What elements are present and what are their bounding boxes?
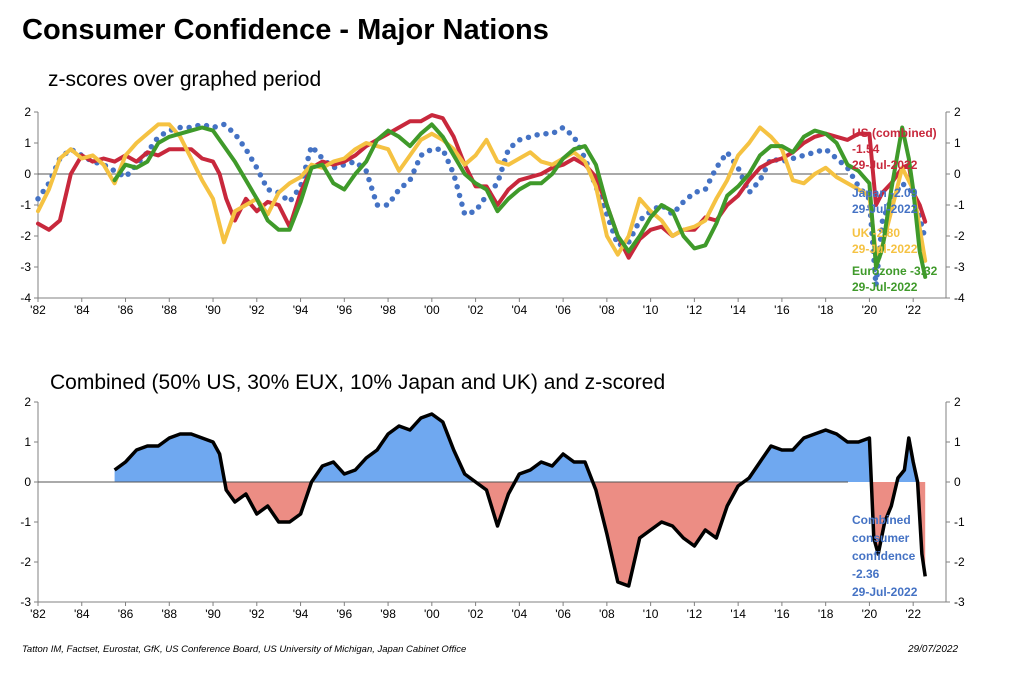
- bottom-x-tick-label: '82: [30, 607, 46, 621]
- top-y-tick-label: 2: [24, 105, 31, 119]
- top-x-tick-label: '10: [643, 303, 659, 317]
- footer-date: 29/07/2022: [908, 644, 959, 655]
- bottom-x-tick-label: '86: [118, 607, 134, 621]
- bottom-x-tick-label: '00: [424, 607, 440, 621]
- combined-label-line: confidence: [852, 549, 916, 563]
- top-x-tick-label: '18: [818, 303, 834, 317]
- top-x-tick-label: '20: [862, 303, 878, 317]
- bottom-x-tick-label: '98: [380, 607, 396, 621]
- top-x-tick-label: '86: [118, 303, 134, 317]
- bottom-x-tick-label: '94: [293, 607, 309, 621]
- bottom-y-tick-label: 0: [24, 475, 31, 489]
- top-x-tick-label: '90: [205, 303, 221, 317]
- top-x-tick-label: '94: [293, 303, 309, 317]
- eurozone-series-line: [112, 122, 928, 279]
- us-label: US (combined): [852, 126, 937, 140]
- us-date-label: 29-Jul-2022: [852, 158, 918, 172]
- top-y-tick-label: -1: [20, 198, 31, 212]
- bottom-x-tick-label: '16: [774, 607, 790, 621]
- bottom-x-tick-label: '90: [205, 607, 221, 621]
- bottom-x-tick-label: '04: [512, 607, 528, 621]
- combined-label-line: consumer: [852, 531, 910, 545]
- top-y-tick-label-right: 1: [954, 136, 961, 150]
- top-y-tick-label: 1: [24, 136, 31, 150]
- bottom-x-tick-label: '02: [468, 607, 484, 621]
- uk-date-label: 29-Jul-2022: [852, 242, 918, 256]
- combined-series-line: [113, 412, 927, 588]
- top-x-tick-label: '14: [730, 303, 746, 317]
- bottom-y-tick-label: -3: [20, 595, 31, 609]
- top-x-tick-label: '22: [905, 303, 921, 317]
- us-series-line: [36, 113, 928, 260]
- bottom-x-tick-label: '96: [336, 607, 352, 621]
- eurozone-date-label: 29-Jul-2022: [852, 280, 918, 294]
- top-chart: 2 21 10 0-1 -1-2 -2-3 -3-4 -4'82'84'86'88'90'92…: [20, 105, 965, 317]
- top-x-tick-label: '08: [599, 303, 615, 317]
- bottom-chart-title: Combined (50% US, 30% EUX, 10% Japan and…: [50, 371, 666, 394]
- bottom-y-tick-label-right: -2: [954, 555, 965, 569]
- top-x-tick-label: '84: [74, 303, 90, 317]
- bottom-x-tick-label: '92: [249, 607, 265, 621]
- combined-negative-area: [114, 482, 926, 586]
- top-x-tick-label: '16: [774, 303, 790, 317]
- combined-label-line: 29-Jul-2022: [852, 585, 918, 599]
- combined-positive-area: [114, 414, 926, 482]
- uk-label: UK -2.80: [852, 226, 900, 240]
- bottom-y-tick-label: -2: [20, 555, 31, 569]
- bottom-x-tick-label: '20: [862, 607, 878, 621]
- top-x-tick-label: '98: [380, 303, 396, 317]
- top-x-tick-label: '88: [161, 303, 177, 317]
- charts-canvas: 2 21 10 0-1 -1-2 -2-3 -3-4 -4'82'84'86'88'90'92…: [20, 105, 965, 621]
- top-y-tick-label: -4: [20, 291, 31, 305]
- top-y-tick-label-right: -3: [954, 260, 965, 274]
- bottom-y-tick-label: 2: [24, 395, 31, 409]
- top-x-tick-label: '82: [30, 303, 46, 317]
- eurozone-label: Eurozone -3.32: [852, 264, 938, 278]
- top-x-tick-label: '04: [512, 303, 528, 317]
- bottom-y-tick-label-right: 0: [954, 475, 961, 489]
- top-y-tick-label-right: -1: [954, 198, 965, 212]
- combined-label-line: Combined: [852, 513, 911, 527]
- source-note: Tatton IM, Factset, Eurostat, GfK, US Co…: [22, 644, 467, 655]
- top-x-tick-label: '06: [555, 303, 571, 317]
- top-x-tick-label: '00: [424, 303, 440, 317]
- us-value-label: -1.54: [852, 142, 880, 156]
- main-title: Consumer Confidence - Major Nations: [22, 14, 549, 46]
- top-x-tick-label: '12: [687, 303, 703, 317]
- top-y-tick-label-right: 2: [954, 105, 961, 119]
- bottom-chart: 2 21 10 0-1 -1-2 -2-3 -3'82'84'86'88'90'92'94 '…: [20, 395, 965, 621]
- top-x-tick-label: '96: [336, 303, 352, 317]
- top-x-tick-label: '92: [249, 303, 265, 317]
- top-chart-title: z-scores over graphed period: [48, 68, 322, 91]
- bottom-x-tick-label: '12: [687, 607, 703, 621]
- combined-label-line: -2.36: [852, 567, 880, 581]
- bottom-x-tick-label: '88: [161, 607, 177, 621]
- top-y-tick-label-right: -4: [954, 291, 965, 305]
- japan-label: Japan -2.09: [852, 186, 918, 200]
- bottom-y-tick-label: -1: [20, 515, 31, 529]
- top-y-tick-label: -2: [20, 229, 31, 243]
- top-y-tick-label-right: 0: [954, 167, 961, 181]
- bottom-y-tick-label-right: 1: [954, 435, 961, 449]
- top-y-tick-label-right: -2: [954, 229, 965, 243]
- bottom-y-tick-label: 1: [24, 435, 31, 449]
- bottom-x-tick-label: '18: [818, 607, 834, 621]
- bottom-x-tick-label: '06: [555, 607, 571, 621]
- top-y-tick-label: -3: [20, 260, 31, 274]
- bottom-x-tick-label: '10: [643, 607, 659, 621]
- bottom-x-tick-label: '84: [74, 607, 90, 621]
- bottom-x-tick-label: '14: [730, 607, 746, 621]
- top-x-tick-label: '02: [468, 303, 484, 317]
- bottom-x-tick-label: '08: [599, 607, 615, 621]
- bottom-y-tick-label-right: -1: [954, 515, 965, 529]
- top-y-tick-label: 0: [24, 167, 31, 181]
- japan-date-label: 29-Jul-2022: [852, 202, 918, 216]
- bottom-y-tick-label-right: -3: [954, 595, 965, 609]
- bottom-y-tick-label-right: 2: [954, 395, 961, 409]
- bottom-x-tick-label: '22: [905, 607, 921, 621]
- uk-series-line: [36, 122, 928, 263]
